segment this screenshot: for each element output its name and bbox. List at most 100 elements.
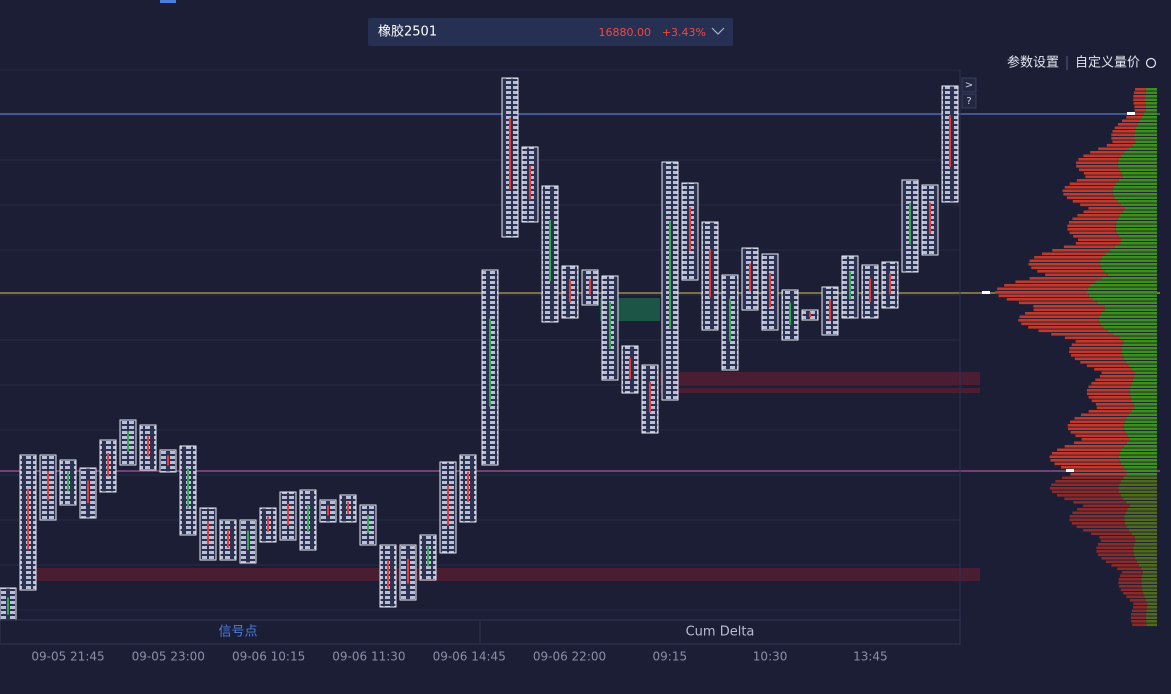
- profile-bar: [1083, 172, 1122, 175]
- zone: [660, 388, 980, 393]
- profile-bar: [1033, 308, 1105, 312]
- profile-bar: [1091, 532, 1132, 536]
- profile-bar: [1135, 539, 1157, 543]
- profile-bar: [1101, 312, 1157, 315]
- profile-bar: [1107, 329, 1157, 333]
- profile-bar: [1120, 462, 1157, 466]
- side-button-label[interactable]: >: [965, 80, 973, 91]
- profile-bar: [1049, 487, 1119, 490]
- profile-bar: [1145, 95, 1157, 98]
- profile-bar: [1064, 497, 1124, 501]
- grid: [0, 69, 960, 611]
- profile-bar: [1100, 539, 1136, 543]
- profile-bar: [1113, 333, 1157, 336]
- profile-bar: [1073, 441, 1127, 445]
- profile-bar: [1115, 224, 1157, 228]
- profile-bar: [1086, 364, 1130, 368]
- profile-bar: [1104, 270, 1157, 273]
- profile-bar: [1134, 109, 1146, 112]
- profile-bar: [1104, 305, 1157, 308]
- profile-bar: [1144, 595, 1157, 599]
- profile-bar: [1078, 168, 1120, 172]
- profile-bar: [1121, 571, 1143, 574]
- profile-bar: [1062, 189, 1113, 193]
- profile-bar: [1127, 434, 1157, 438]
- time-label: 10:30: [753, 650, 788, 664]
- symbol-selector[interactable]: 橡胶2501 16880.00 +3.43%: [368, 18, 733, 46]
- profile-bar: [1105, 252, 1157, 256]
- profile-bar: [1076, 179, 1119, 182]
- profile-bar: [1132, 399, 1157, 403]
- settings-button[interactable]: 参数设置: [1007, 55, 1059, 71]
- profile-bar: [1075, 242, 1121, 245]
- tab-indicator: [160, 0, 176, 3]
- tab[interactable]: Cum Delta: [686, 625, 755, 640]
- profile-bar: [1134, 543, 1157, 546]
- side-button-label[interactable]: ?: [966, 96, 971, 107]
- profile-bar: [1117, 200, 1157, 203]
- profile-bar: [1088, 385, 1131, 389]
- profile-bar: [1119, 483, 1157, 487]
- profile-bar: [1135, 140, 1157, 144]
- profile-bar: [1103, 326, 1157, 329]
- profile-bar: [1121, 172, 1157, 175]
- profile-bar: [1134, 130, 1157, 133]
- profile-bar: [1118, 455, 1157, 459]
- profile-bar: [1088, 207, 1125, 210]
- zone: [660, 372, 980, 385]
- profile-bar: [1096, 550, 1134, 553]
- profile-bar: [1116, 221, 1157, 224]
- profile-bar: [1118, 123, 1138, 126]
- profile-bar: [1142, 571, 1157, 574]
- side-button[interactable]: [961, 93, 977, 109]
- profile-bar: [1124, 427, 1157, 431]
- profile-bar: [1119, 452, 1157, 455]
- selector-box[interactable]: [368, 18, 733, 46]
- settings-icon[interactable]: [1145, 57, 1157, 69]
- profile-bar: [1146, 613, 1157, 616]
- profile-bar: [1141, 581, 1157, 585]
- profile-bar: [1134, 105, 1146, 109]
- profile-bar: [1006, 298, 1093, 301]
- profile-bar: [1096, 546, 1134, 550]
- profile-bar: [1147, 606, 1157, 609]
- profile-bar: [1139, 119, 1157, 123]
- profile-bar: [998, 294, 1089, 298]
- profile-bar: [1121, 154, 1157, 158]
- profile-bar: [1029, 277, 1102, 280]
- profile-bar: [1080, 203, 1122, 207]
- profile-bar: [1051, 452, 1120, 455]
- profile-bar: [1121, 350, 1157, 354]
- profile-bar: [1069, 518, 1125, 522]
- profile-bar: [1098, 553, 1134, 557]
- time-label: 09-06 22:00: [533, 650, 606, 664]
- custom-button[interactable]: 自定义量价: [1075, 56, 1140, 71]
- profile-marker: [1066, 469, 1074, 472]
- profile-bar: [1072, 217, 1118, 221]
- side-button[interactable]: [961, 77, 977, 93]
- profile-bar: [1068, 221, 1117, 224]
- profile-marker: [1127, 112, 1135, 115]
- profile-bar: [1063, 245, 1115, 249]
- profile-bar: [1141, 578, 1157, 581]
- profile-bar: [1074, 357, 1124, 361]
- profile-bar: [1101, 371, 1136, 375]
- profile-bar: [1122, 175, 1157, 179]
- profile-bar: [1131, 410, 1157, 413]
- profile-bar: [1109, 249, 1157, 252]
- tab[interactable]: 信号点: [218, 625, 257, 640]
- profile-bar: [1130, 112, 1144, 116]
- profile-bar: [1135, 557, 1157, 560]
- profile-bar: [1141, 116, 1157, 119]
- profile-bar: [1063, 193, 1113, 196]
- profile-bar: [1134, 536, 1157, 539]
- profile-bar: [1031, 266, 1102, 270]
- profile-bar: [1122, 343, 1157, 347]
- time-label: 09-06 14:45: [433, 650, 506, 664]
- profile-bar: [1029, 259, 1101, 263]
- profile-bar: [1057, 448, 1122, 452]
- profile-bar: [1056, 494, 1121, 497]
- profile-bar: [1121, 203, 1157, 207]
